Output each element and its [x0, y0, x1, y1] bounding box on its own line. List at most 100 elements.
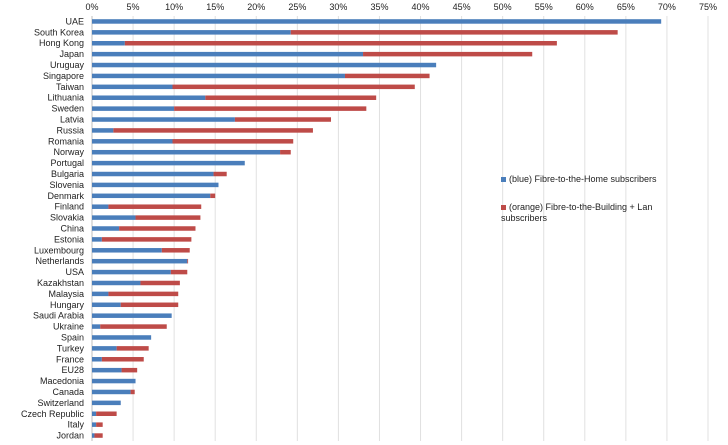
category-label: Bulgaria — [51, 169, 84, 179]
x-tick-label: 65% — [617, 2, 635, 12]
x-tick-label: 40% — [412, 2, 430, 12]
category-label: Ukraine — [53, 322, 84, 332]
category-label: Italy — [67, 420, 84, 430]
legend-swatch-fttx-building — [501, 205, 506, 210]
bar-fttx-home — [92, 422, 97, 427]
category-label: Malaysia — [48, 289, 84, 299]
bar-fttx-building — [124, 40, 557, 46]
bar-fttx-building — [121, 367, 138, 373]
bar-fttx-home — [92, 160, 245, 166]
bar-fttx-home — [92, 62, 437, 68]
x-tick-label: 25% — [288, 2, 306, 12]
bar-fttx-home — [92, 30, 291, 35]
x-tick-label: 60% — [576, 2, 594, 12]
x-tick-label: 10% — [165, 2, 183, 12]
category-label: Slovenia — [49, 180, 84, 190]
x-tick-label: 35% — [370, 2, 388, 12]
x-tick-label: 75% — [699, 2, 717, 12]
bar-fttx-home — [92, 19, 662, 24]
legend-label-fttx-building: (orange) Fibre-to-the-Building + Lan subs… — [501, 202, 652, 223]
category-label: Kazakhstan — [37, 278, 84, 288]
category-label: Sweden — [51, 104, 84, 114]
bar-fttx-home — [92, 258, 188, 264]
x-tick-label: 5% — [127, 2, 140, 12]
bar-fttx-home — [92, 367, 122, 373]
legend-swatch-fttx-home — [501, 177, 506, 182]
bar-fttx-home — [92, 139, 173, 144]
category-label: Luxembourg — [34, 245, 84, 255]
category-label: Switzerland — [37, 398, 84, 408]
bar-fttx-building — [135, 215, 201, 220]
category-label: Saudi Arabia — [33, 311, 84, 321]
x-tick-label: 45% — [453, 2, 471, 12]
category-label: Latvia — [60, 115, 84, 125]
bar-fttx-building — [130, 389, 135, 395]
bar-fttx-building — [101, 357, 144, 362]
bar-fttx-home — [92, 226, 120, 231]
category-label: South Korea — [34, 27, 84, 37]
bar-fttx-home — [92, 269, 171, 275]
category-label: Uruguay — [50, 60, 85, 70]
category-label: Norway — [53, 147, 84, 157]
category-label: Hong Kong — [39, 38, 84, 48]
x-tick-label: 55% — [535, 2, 553, 12]
category-label: USA — [65, 267, 84, 277]
category-label: Romania — [48, 136, 84, 146]
bar-fttx-home — [92, 193, 211, 199]
bar-fttx-building — [140, 280, 180, 286]
bar-fttx-building — [96, 411, 117, 417]
bar-fttx-home — [92, 433, 95, 438]
bar-fttx-home — [92, 378, 136, 384]
x-tick-label: 15% — [206, 2, 224, 12]
category-label: Finland — [54, 202, 84, 212]
category-label: Macedonia — [40, 376, 84, 386]
bar-fttx-building — [113, 128, 313, 133]
bar-fttx-building — [280, 149, 291, 155]
category-label: EU28 — [61, 365, 84, 375]
bar-fttx-building — [119, 226, 196, 231]
bar-fttx-home — [92, 400, 121, 406]
bar-fttx-home — [92, 73, 345, 79]
bar-fttx-home — [92, 346, 117, 351]
category-label: Turkey — [57, 343, 85, 353]
bar-fttx-building — [94, 433, 103, 438]
category-label: France — [56, 354, 84, 364]
x-tick-label: 70% — [658, 2, 676, 12]
bar-fttx-building — [213, 171, 227, 177]
bars — [92, 19, 662, 438]
bar-fttx-building — [161, 248, 190, 253]
bar-fttx-home — [92, 40, 125, 46]
bar-fttx-building — [100, 324, 167, 329]
bar-fttx-building — [96, 422, 103, 427]
bar-fttx-building — [108, 291, 179, 297]
bar-fttx-home — [92, 149, 281, 155]
bar-fttx-building — [344, 73, 430, 79]
bar-fttx-home — [92, 51, 364, 57]
bar-fttx-home — [92, 171, 214, 177]
bar-fttx-home — [92, 280, 141, 286]
category-label: Taiwan — [56, 82, 84, 92]
bar-fttx-building — [290, 30, 618, 35]
bar-fttx-building — [234, 117, 332, 122]
category-label: Russia — [56, 125, 84, 135]
bar-fttx-home — [92, 95, 206, 100]
bar-fttx-home — [92, 313, 172, 318]
bar-fttx-home — [92, 324, 101, 329]
bar-fttx-home — [92, 215, 136, 220]
bar-fttx-building — [205, 95, 377, 100]
bar-fttx-building — [187, 258, 189, 264]
bar-fttx-building — [363, 51, 533, 57]
category-label: Japan — [59, 49, 84, 59]
category-label: Slovakia — [50, 213, 84, 223]
bar-fttx-building — [101, 237, 192, 242]
category-label: Denmark — [47, 191, 84, 201]
x-tick-label: 20% — [247, 2, 265, 12]
bar-fttx-building — [174, 106, 367, 111]
bar-fttx-building — [108, 204, 202, 209]
bar-fttx-home — [92, 357, 102, 362]
bar-fttx-building — [172, 84, 415, 90]
bar-fttx-building — [116, 346, 149, 351]
legend-label-fttx-home: (blue) Fibre-to-the-Home subscribers — [509, 174, 657, 184]
legend: (blue) Fibre-to-the-Home subscribers (or… — [501, 174, 657, 223]
bar-fttx-home — [92, 128, 114, 133]
